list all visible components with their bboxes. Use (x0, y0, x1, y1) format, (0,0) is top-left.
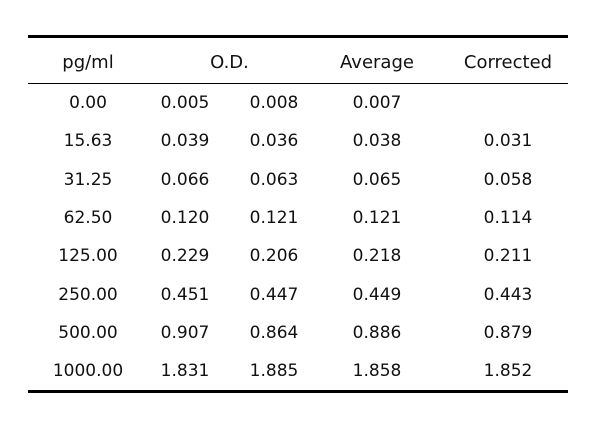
cell-od-1: 0.066 (160, 169, 210, 190)
header-corrected: Corrected (463, 51, 553, 73)
cell-average: 0.218 (352, 246, 402, 267)
cell-od-2: 0.008 (249, 93, 299, 114)
cell-average: 0.449 (352, 284, 402, 305)
cell-corrected: 0.114 (483, 208, 533, 229)
cell-od-2: 0.063 (249, 169, 299, 190)
cell-od-2: 0.036 (249, 131, 299, 152)
cell-corrected: 0.211 (483, 246, 533, 267)
cell-od-1: 0.005 (160, 93, 210, 114)
cell-concentration: 250.00 (58, 284, 118, 305)
cell-concentration: 125.00 (58, 246, 118, 267)
table-bottom-rule (28, 390, 568, 394)
cell-od-1: 0.451 (160, 284, 210, 305)
cell-od-1: 0.039 (160, 131, 210, 152)
table-row: 1000.00 1.831 1.885 1.858 1.852 (28, 352, 568, 390)
cell-corrected: 0.879 (483, 322, 533, 343)
cell-concentration: 31.25 (63, 169, 113, 190)
table-row: 500.00 0.907 0.864 0.886 0.879 (28, 314, 568, 352)
table-top-rule (28, 35, 568, 38)
cell-corrected: 0.443 (483, 284, 533, 305)
cell-average: 0.038 (352, 131, 402, 152)
header-concentration: pg/ml (62, 51, 114, 73)
cell-od-1: 0.229 (160, 246, 210, 267)
table-row: 250.00 0.451 0.447 0.449 0.443 (28, 275, 568, 313)
cell-average: 0.065 (352, 169, 402, 190)
table-body: 0.00 0.005 0.008 0.007 15.63 0.039 0.036… (28, 84, 568, 390)
cell-od-2: 0.864 (249, 322, 299, 343)
cell-corrected: 0.058 (483, 169, 533, 190)
table-header-rule (28, 83, 568, 84)
header-od: O.D. (210, 51, 249, 73)
cell-corrected: 1.852 (483, 361, 533, 382)
cell-od-2: 0.447 (249, 284, 299, 305)
cell-od-1: 0.907 (160, 322, 210, 343)
cell-concentration: 62.50 (63, 208, 113, 229)
table-row: 0.00 0.005 0.008 0.007 (28, 84, 568, 122)
cell-average: 0.886 (352, 322, 402, 343)
standard-curve-table: pg/ml O.D. Average Corrected 0.00 0.005 … (28, 35, 568, 394)
cell-average: 0.007 (352, 93, 402, 114)
cell-od-1: 0.120 (160, 208, 210, 229)
table-row: 15.63 0.039 0.036 0.038 0.031 (28, 122, 568, 160)
cell-concentration: 1000.00 (52, 361, 124, 382)
cell-corrected: 0.031 (483, 131, 533, 152)
cell-average: 0.121 (352, 208, 402, 229)
table-row: 31.25 0.066 0.063 0.065 0.058 (28, 161, 568, 199)
cell-od-1: 1.831 (160, 361, 210, 382)
table-row: 125.00 0.229 0.206 0.218 0.211 (28, 237, 568, 275)
cell-od-2: 0.121 (249, 208, 299, 229)
cell-od-2: 0.206 (249, 246, 299, 267)
cell-corrected (448, 84, 568, 122)
table-row: 62.50 0.120 0.121 0.121 0.114 (28, 199, 568, 237)
cell-concentration: 15.63 (63, 131, 113, 152)
header-average: Average (340, 51, 414, 73)
table-header-row: pg/ml O.D. Average Corrected (28, 38, 568, 83)
cell-concentration: 500.00 (58, 322, 118, 343)
cell-concentration: 0.00 (69, 93, 107, 114)
cell-average: 1.858 (352, 361, 402, 382)
cell-od-2: 1.885 (249, 361, 299, 382)
